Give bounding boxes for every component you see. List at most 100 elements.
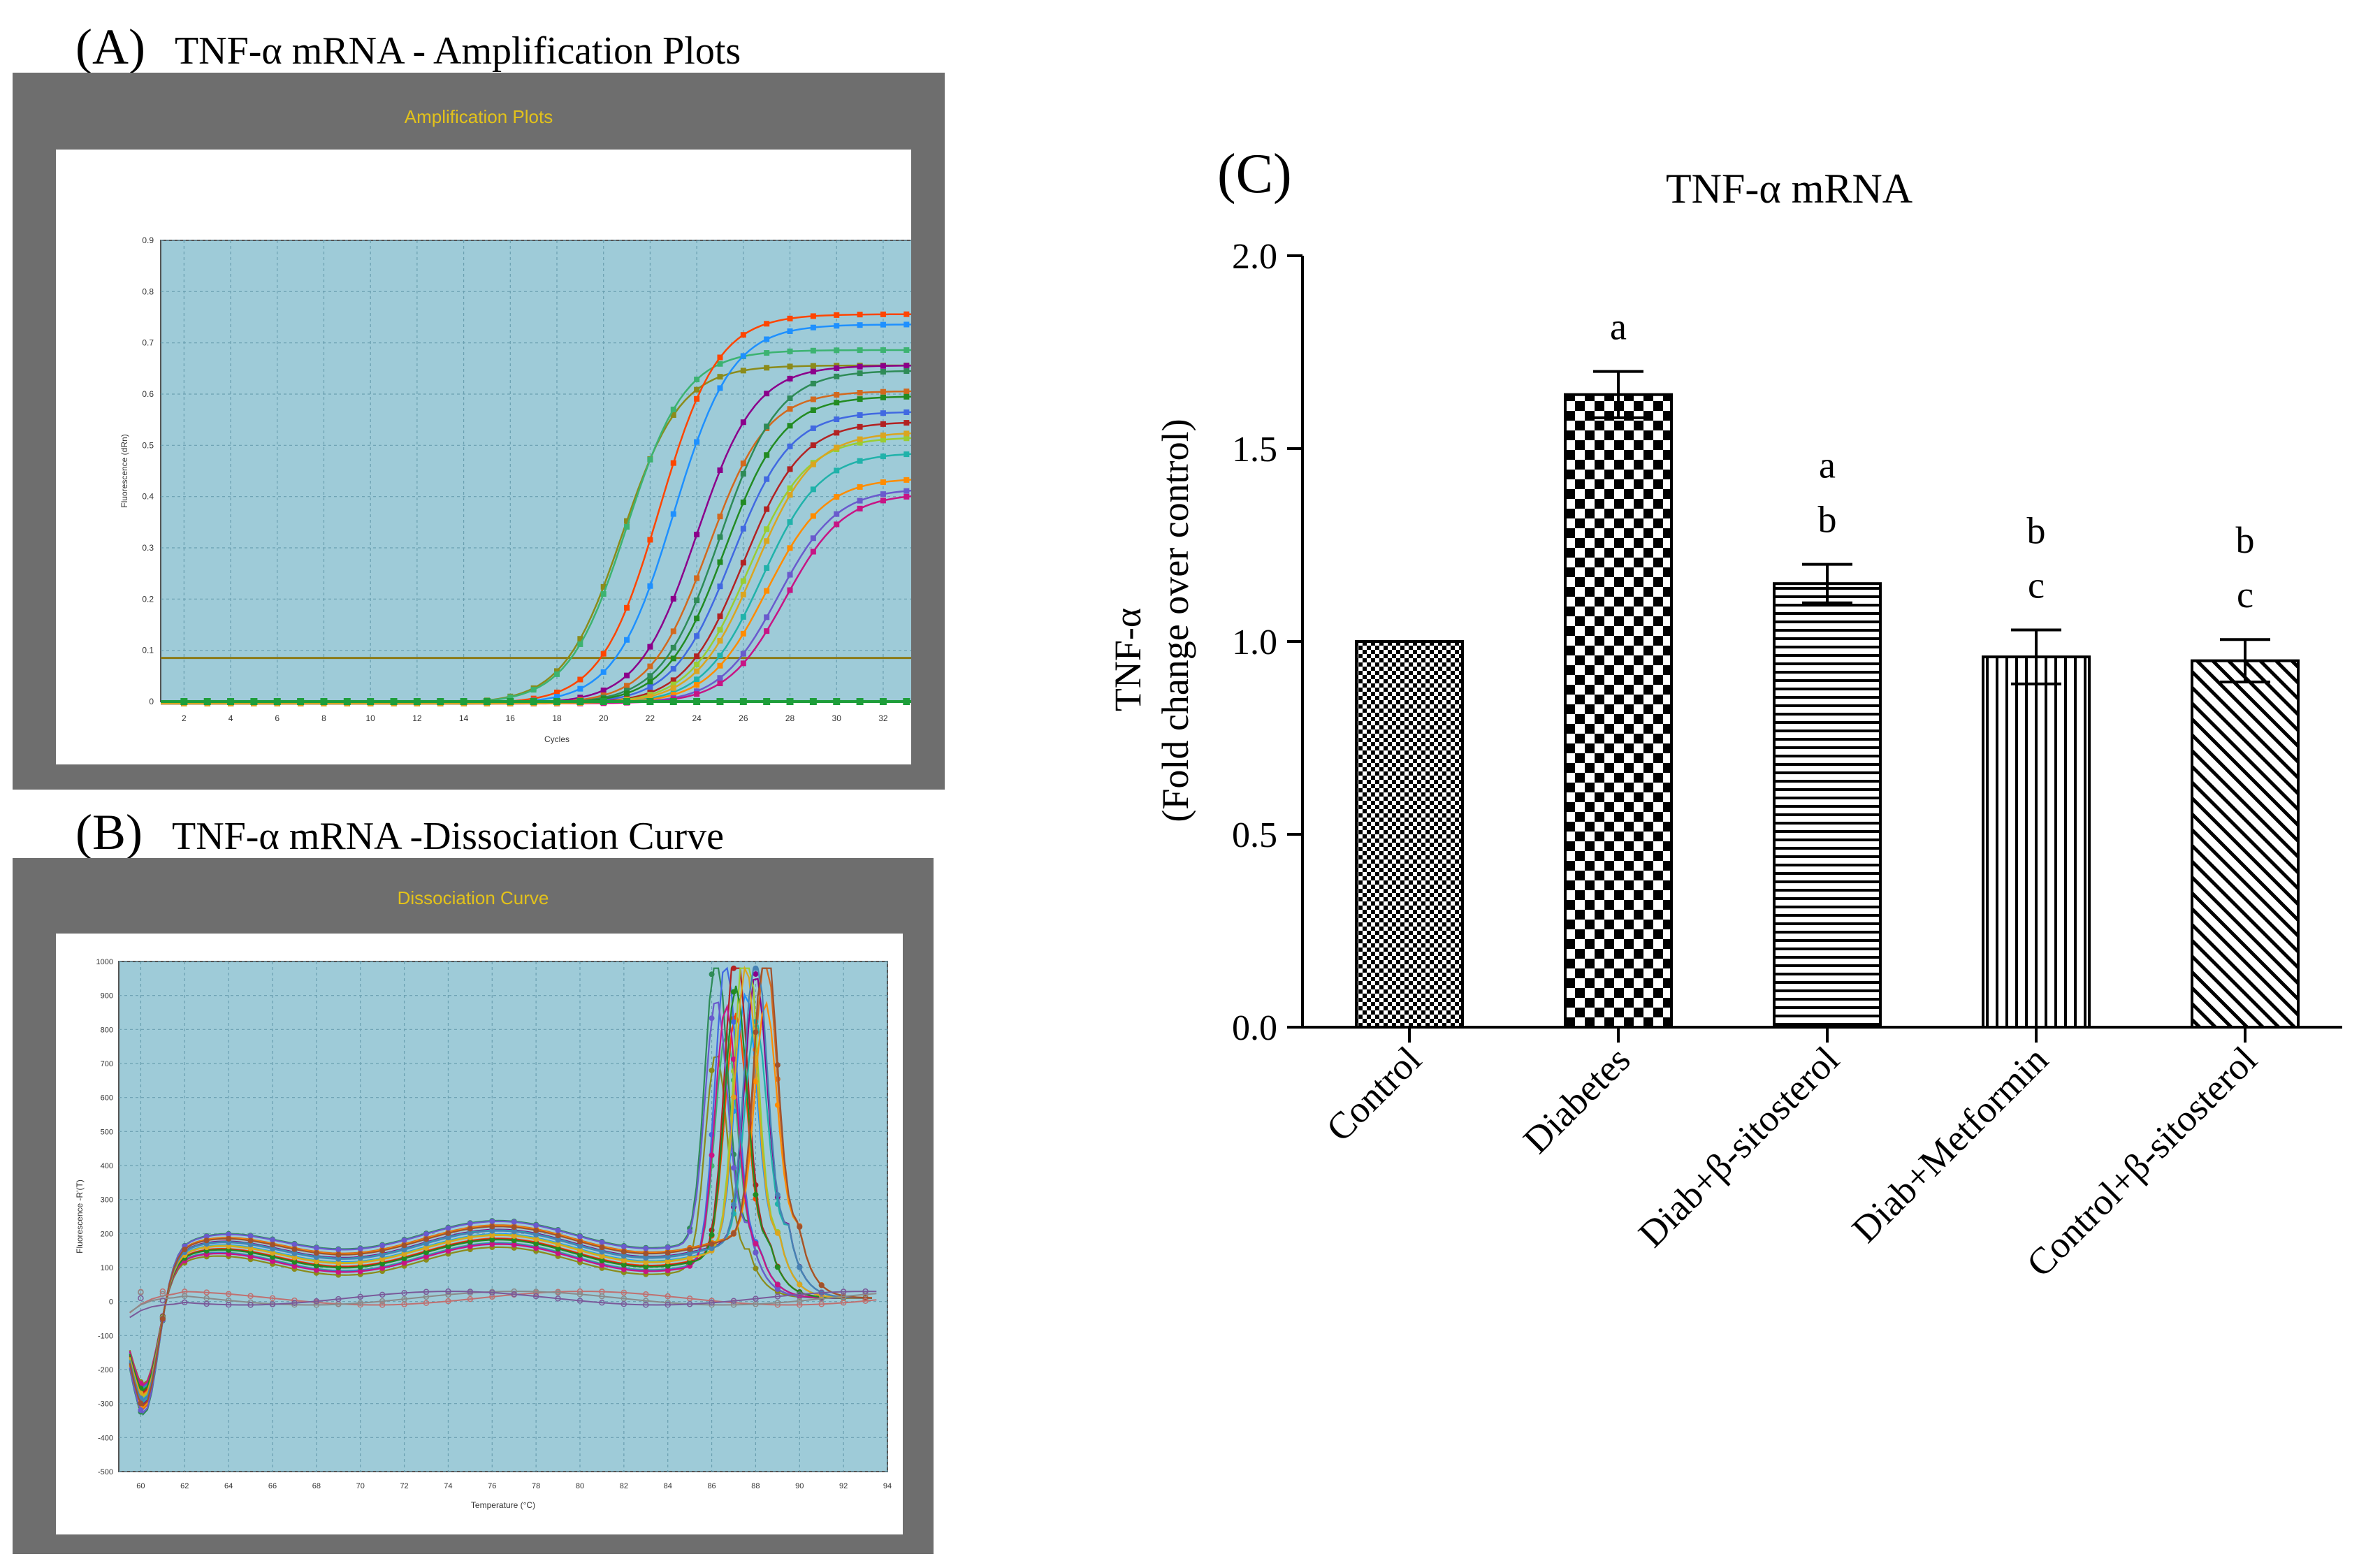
diss-flat-curve	[129, 1291, 877, 1319]
amp-curve-marker	[577, 676, 583, 683]
diss-curve-marker	[533, 1240, 539, 1247]
amp-curve-marker	[903, 368, 910, 375]
diss-x-tick: 82	[620, 1482, 628, 1490]
amp-curve-marker	[834, 511, 840, 517]
amp-baseline-marker	[227, 698, 235, 705]
diss-curve	[129, 965, 872, 1397]
diss-curve-marker	[357, 1264, 363, 1270]
diss-x-tick: 60	[136, 1482, 145, 1490]
diss-curve-marker	[709, 1232, 715, 1238]
diss-y-tick: 1000	[96, 958, 113, 966]
diss-curve-marker	[379, 1261, 386, 1267]
diss-curve-marker	[335, 1265, 342, 1271]
diss-curve-marker	[774, 1062, 781, 1068]
diss-flat-marker	[818, 1301, 825, 1307]
diss-flat-marker	[423, 1288, 430, 1295]
diss-curve-marker	[313, 1258, 319, 1265]
diss-curve-marker	[533, 1222, 539, 1228]
diss-curve	[129, 967, 873, 1407]
amp-curve-marker	[717, 467, 723, 473]
diss-x-tick: 74	[444, 1482, 452, 1490]
amp-curve-marker	[740, 332, 746, 338]
amp-curve-marker	[554, 671, 560, 677]
amp-curve-marker	[694, 377, 700, 383]
diss-curve-marker	[335, 1247, 342, 1253]
diss-curve-marker	[665, 1268, 671, 1274]
panel-b-title: TNF-α mRNA -Dissociation Curve	[171, 815, 724, 858]
diss-y-tick: 0	[109, 1298, 113, 1307]
diss-flat-marker	[643, 1291, 649, 1298]
amp-y-tick: 0.6	[142, 389, 154, 399]
diss-curve	[129, 967, 873, 1402]
diss-curve-marker	[555, 1246, 561, 1252]
amp-curve-marker	[903, 389, 910, 395]
diss-curve-marker	[620, 1243, 627, 1249]
diss-curve-marker	[731, 1094, 736, 1101]
amp-x-tick: 6	[275, 713, 280, 723]
diss-curve-marker	[159, 1316, 166, 1322]
amp-curve-marker	[787, 587, 793, 593]
amp-curve-marker	[787, 545, 793, 551]
dissociation-window-title: Dissociation Curve	[397, 887, 549, 908]
diss-flat-marker	[511, 1291, 517, 1298]
amp-curve-marker	[694, 676, 700, 683]
diss-flat-marker	[401, 1290, 407, 1296]
amp-curve-marker	[903, 409, 910, 415]
amp-curve-marker	[740, 630, 746, 637]
amp-curve-marker	[694, 682, 700, 688]
significance-letter-2-0: a	[1819, 444, 1836, 486]
diss-x-tick: 72	[400, 1482, 408, 1490]
diss-curve-marker	[357, 1251, 363, 1257]
amp-curve-marker	[764, 336, 770, 342]
diss-flat-marker	[840, 1288, 847, 1295]
amp-curve-marker	[717, 534, 723, 540]
diss-curve-marker	[182, 1247, 188, 1253]
amp-curve-marker	[624, 518, 630, 524]
amp-curve-marker	[624, 672, 630, 678]
amp-x-tick: 10	[365, 713, 375, 723]
diss-curve-marker	[709, 1067, 715, 1073]
amp-baseline-marker	[646, 698, 654, 705]
amp-curve-marker	[647, 663, 653, 669]
amp-baseline-marker	[273, 698, 281, 705]
amp-curve-marker	[810, 396, 816, 402]
amp-curve-marker	[880, 479, 886, 486]
diss-x-tick: 76	[488, 1482, 496, 1490]
diss-curve-marker	[797, 1224, 803, 1230]
diss-flat-marker	[357, 1302, 363, 1308]
amp-curve-marker	[903, 363, 910, 369]
y-tick-label: 2.0	[1232, 237, 1277, 277]
diss-curve-marker	[423, 1254, 429, 1260]
amp-curve-marker	[647, 693, 653, 699]
amp-x-tick: 8	[321, 713, 326, 723]
significance-letter-4-0: b	[2236, 519, 2255, 561]
diss-y-tick: -200	[98, 1366, 113, 1374]
amp-curve-marker	[880, 311, 886, 317]
amp-curve-marker	[787, 328, 793, 335]
y-axis-label-line1: TNF-α	[1107, 608, 1149, 711]
amp-curve-marker	[670, 677, 676, 683]
amp-curve-marker	[554, 694, 560, 700]
diss-flat-marker	[291, 1302, 298, 1308]
amp-baseline-marker	[763, 698, 771, 705]
diss-curve-marker	[709, 971, 715, 978]
diss-curve-marker	[753, 1249, 759, 1256]
diss-curve-marker	[379, 1265, 386, 1271]
diss-flat-marker	[357, 1300, 363, 1307]
diss-x-tick: 78	[532, 1482, 540, 1490]
amp-y-tick: 0.3	[142, 543, 154, 553]
amp-curve-marker	[670, 692, 676, 698]
amp-curve-marker	[694, 531, 700, 537]
amp-curve-marker	[717, 653, 723, 659]
amp-curve-marker	[647, 683, 653, 690]
amp-curve-marker	[857, 396, 863, 402]
amp-curve-marker	[717, 613, 723, 619]
amp-baseline-marker	[483, 698, 491, 705]
amp-baseline-marker	[203, 698, 211, 705]
amp-curve-marker	[717, 354, 723, 361]
diss-curve-marker	[687, 1251, 693, 1257]
amp-baseline-marker	[413, 698, 421, 705]
amp-curve-marker	[717, 559, 723, 565]
diss-curve-marker	[511, 1219, 517, 1225]
diss-curve-marker	[665, 1263, 671, 1269]
